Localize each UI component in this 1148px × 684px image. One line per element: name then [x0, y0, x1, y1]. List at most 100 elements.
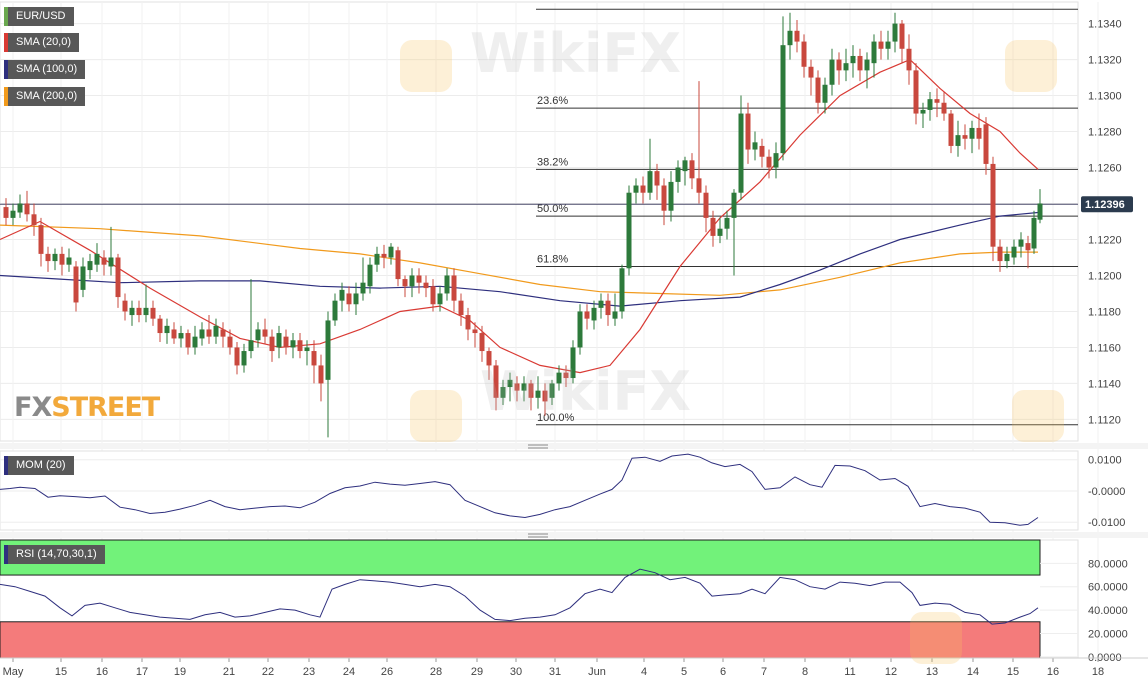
legend-swatch [4, 7, 8, 26]
candle-body [871, 41, 877, 64]
candle-body [122, 300, 128, 312]
candle-body [703, 192, 709, 218]
time-tick-label: 5 [681, 666, 687, 678]
price-tick-label: 1.1120 [1088, 414, 1121, 426]
candle-body [192, 336, 198, 348]
candle-body [850, 55, 856, 64]
candle-body [388, 246, 394, 258]
legend-mom[interactable]: MOM (20) [4, 456, 74, 475]
legend-label: RSI (14,70,30,1) [16, 548, 97, 560]
rsi-oversold-zone [0, 621, 1041, 659]
time-tick-label: 7 [761, 666, 767, 678]
fib-level-label: 100.0% [537, 412, 575, 424]
candle-body [640, 185, 646, 193]
candle-body [815, 77, 821, 103]
candle-body [514, 383, 520, 391]
candle-body [31, 214, 37, 226]
candle-body [808, 66, 814, 78]
candle-body [654, 171, 660, 186]
candle-body [248, 340, 254, 352]
candle-body [318, 365, 324, 384]
candle-body [59, 253, 65, 265]
candle-body [38, 225, 44, 254]
candle-body [612, 311, 618, 319]
candle-body [262, 329, 268, 337]
candle-body [1031, 217, 1037, 249]
legend-swatch [4, 60, 8, 79]
candle-body [171, 329, 177, 339]
candle-body [45, 253, 51, 262]
candle-body [1011, 246, 1017, 258]
time-tick-label: 17 [136, 666, 148, 678]
candle-body [997, 246, 1003, 262]
sma-100-line [0, 211, 1039, 307]
time-tick-label: 12 [885, 666, 897, 678]
time-tick-label: 4 [641, 666, 647, 678]
candle-body [374, 253, 380, 265]
time-tick-label: 16 [96, 666, 108, 678]
candle-body [570, 347, 576, 379]
candle-body [598, 300, 604, 308]
candle-body [976, 127, 982, 139]
candle-body [1025, 243, 1031, 251]
candle-body [87, 261, 93, 271]
candle-body [955, 135, 961, 146]
candle-body [535, 390, 541, 398]
candle-body [479, 333, 485, 352]
candle-body [738, 113, 744, 193]
candle-body [1037, 203, 1043, 220]
candle-body [983, 124, 989, 164]
candle-body [724, 217, 730, 229]
time-tick-label: 15 [1007, 666, 1019, 678]
price-tick-label: 1.1200 [1088, 270, 1122, 282]
candle-body [528, 383, 534, 398]
price-tick-label: 1.1300 [1088, 91, 1122, 103]
fib-level-label: 50.0% [537, 203, 568, 215]
candle-body [290, 340, 296, 348]
legend-swatch [4, 87, 8, 106]
candle-body [101, 257, 107, 265]
price-tick-label: 1.1180 [1088, 306, 1121, 318]
candle-body [773, 153, 779, 168]
rsi-tick-label: 60.0000 [1088, 582, 1128, 594]
candle-body [486, 351, 492, 366]
legend-swatch [4, 456, 8, 475]
candle-body [115, 257, 121, 298]
candle-body [164, 325, 170, 334]
candle-body [899, 23, 905, 49]
legend-sma-20[interactable]: SMA (20,0) [4, 33, 80, 52]
candle-body [934, 99, 940, 103]
candle-body [206, 329, 212, 337]
candle-body [381, 253, 387, 258]
momentum-tick-label: -0.0000 [1088, 486, 1125, 498]
time-tick-label: 29 [471, 666, 483, 678]
candle-body [108, 257, 114, 267]
candle-body [10, 210, 16, 218]
candle-body [150, 307, 156, 319]
candle-body [276, 333, 282, 348]
price-tick-label: 1.1260 [1088, 163, 1122, 175]
candle-body [584, 311, 590, 319]
legend-sma-200[interactable]: SMA (200,0) [4, 87, 86, 106]
candle-body [927, 99, 933, 110]
price-tick-label: 1.1140 [1088, 378, 1121, 390]
candle-body [157, 318, 163, 334]
price-tick-label: 1.1280 [1088, 127, 1122, 139]
candle-body [283, 336, 289, 348]
candle-body [94, 253, 100, 265]
time-tick-label: 26 [381, 666, 393, 678]
candle-body [304, 347, 310, 352]
candle-body [465, 315, 471, 330]
momentum-tick-label: -0.0100 [1088, 517, 1125, 529]
candle-body [360, 282, 366, 294]
legend-rsi[interactable]: RSI (14,70,30,1) [4, 545, 105, 564]
candle-body [836, 59, 842, 71]
current-price-label: 1.12396 [1085, 199, 1125, 211]
candle-body [766, 156, 772, 168]
candle-body [185, 333, 191, 348]
candle-body [507, 379, 513, 388]
candle-body [255, 329, 261, 341]
legend-eurusd[interactable]: EUR/USD [4, 7, 74, 26]
candle-body [346, 293, 352, 305]
legend-sma-100[interactable]: SMA (100,0) [4, 60, 86, 79]
